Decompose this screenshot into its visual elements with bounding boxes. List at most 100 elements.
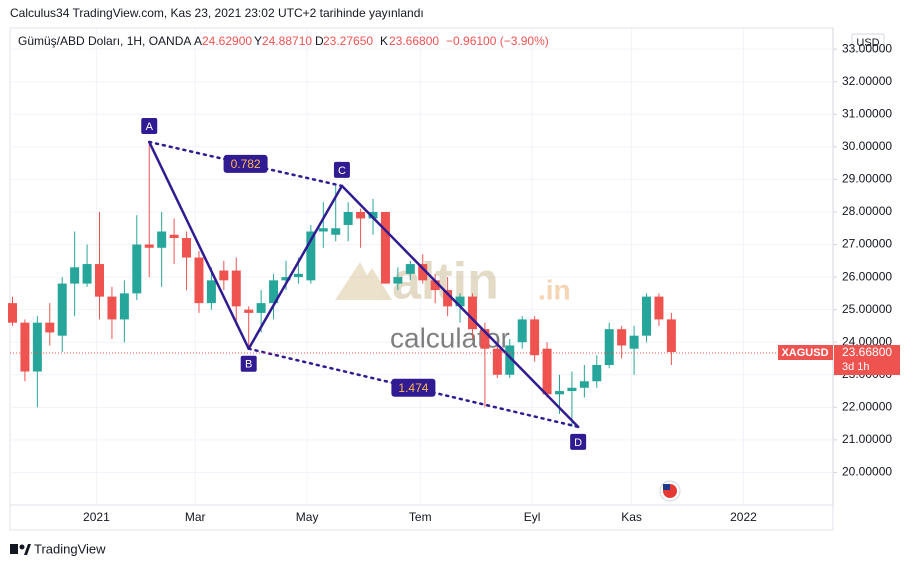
- candle-body: [169, 234, 179, 239]
- logo-part: [19, 544, 25, 550]
- y-tick-label: 27.00000: [842, 237, 892, 251]
- y-tick-label: 33.00000: [842, 41, 892, 55]
- candle-body: [617, 329, 627, 346]
- ticker: XAGUSD: [781, 347, 828, 359]
- candle-body: [356, 211, 366, 219]
- candle-body: [405, 264, 415, 274]
- candle-body: [306, 231, 316, 281]
- candle-body: [45, 322, 55, 333]
- candle-body: [592, 364, 602, 382]
- candle-body: [331, 228, 341, 235]
- logo-part: [24, 544, 31, 555]
- candle-body: [256, 303, 266, 313]
- candle-body: [182, 238, 192, 258]
- candle-body: [418, 264, 428, 281]
- candle-body: [107, 296, 117, 320]
- candle-body: [492, 348, 502, 375]
- candle-body: [430, 280, 440, 291]
- time-axis-frame: [9, 504, 834, 531]
- candle-body: [95, 264, 105, 297]
- price-box: [834, 345, 900, 376]
- ratio-box: [223, 154, 268, 173]
- currency-box: [851, 33, 885, 52]
- candle-body: [144, 244, 154, 248]
- candle-body: [20, 322, 30, 372]
- candle-body: [57, 283, 67, 336]
- candle-body: [343, 211, 353, 225]
- point-box: [333, 161, 350, 178]
- y-tick-label: 25.00000: [842, 302, 892, 316]
- candle-body: [579, 381, 589, 388]
- point-label: B: [245, 359, 252, 371]
- candle-body: [132, 244, 142, 294]
- y-tick-label: 22.00000: [842, 399, 892, 413]
- candle-body: [293, 273, 303, 278]
- candle-body: [505, 345, 515, 375]
- symbol: Gümüş/ABD Doları, 1H, OANDA: [18, 34, 191, 48]
- ohlc-key: Y: [254, 34, 262, 48]
- candle-body: [554, 391, 564, 395]
- candle-body: [642, 296, 652, 336]
- ohlc-value: 24.88710: [262, 34, 312, 48]
- point-box: [141, 117, 158, 134]
- point-box: [570, 433, 587, 450]
- candle-body: [654, 296, 664, 320]
- logo-part: [10, 544, 18, 554]
- candle-body: [443, 290, 453, 307]
- candle-body: [231, 270, 241, 307]
- flag-canton: [663, 484, 670, 490]
- point-box: [240, 355, 257, 372]
- candle-body: [666, 319, 676, 352]
- x-tick-label: Mar: [185, 510, 206, 524]
- candle-body: [480, 329, 490, 349]
- candle-body: [269, 280, 279, 304]
- y-tick-label: 28.00000: [842, 204, 892, 218]
- point-label: A: [146, 121, 154, 133]
- candle-body: [629, 335, 639, 349]
- x-tick-label: May: [296, 510, 319, 524]
- candle-body: [32, 322, 42, 372]
- candle-body: [157, 231, 167, 248]
- x-tick-label: Tem: [409, 510, 432, 524]
- candle-body: [244, 309, 254, 313]
- candle-body: [455, 296, 465, 307]
- ohlc-key: A: [194, 34, 202, 48]
- ticker-box: [778, 345, 833, 361]
- currency: USD: [856, 37, 879, 49]
- legend: Gümüş/ABD Doları, 1H, OANDA A 24.62900 Y 24…: [18, 34, 549, 48]
- y-tick-label: 31.00000: [842, 106, 892, 120]
- pattern-leg: [247, 184, 344, 350]
- ohlc-key: D: [315, 34, 324, 48]
- x-tick-label: 2022: [730, 510, 757, 524]
- candle-body: [318, 228, 328, 232]
- candle-body: [542, 348, 552, 395]
- watermark-domain: .in: [538, 274, 571, 305]
- y-tick-label: 26.00000: [842, 269, 892, 283]
- pattern-leg: [147, 140, 250, 350]
- harmonic-pattern: 0.782 1.474 A B C D: [141, 117, 587, 450]
- candle-body: [530, 319, 540, 356]
- x-tick-label: 2021: [83, 510, 110, 524]
- candle-body: [467, 296, 477, 330]
- ohlc-value: 23.66800: [389, 34, 439, 48]
- countdown: 3d 1h: [842, 361, 870, 373]
- y-tick-label: 30.00000: [842, 139, 892, 153]
- ohlc-value: 24.62900: [202, 34, 252, 48]
- footer-logo: [10, 544, 31, 555]
- ratio-box: [391, 378, 436, 397]
- watermark-logo: [335, 262, 392, 300]
- point-label: D: [574, 437, 582, 449]
- candle-body: [393, 277, 403, 284]
- candle-body: [368, 211, 378, 219]
- candles: [7, 143, 676, 427]
- footer-brand: TradingView: [34, 541, 106, 556]
- watermark: altin .in: [335, 253, 571, 311]
- y-tick-label: 24.00000: [842, 334, 892, 348]
- candle-body: [517, 319, 527, 343]
- candle-body: [82, 264, 92, 284]
- candle-body: [119, 293, 129, 320]
- point-label: C: [338, 165, 346, 177]
- ratio-label: 0.782: [231, 157, 261, 171]
